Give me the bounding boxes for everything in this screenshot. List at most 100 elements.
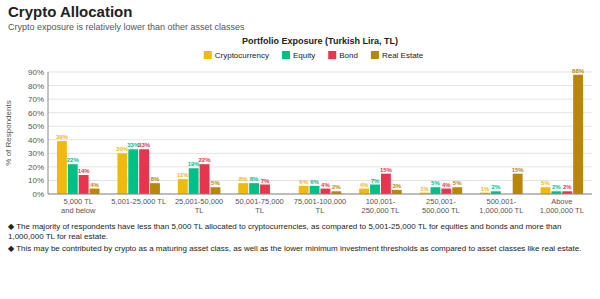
data-label: 4% — [90, 182, 99, 188]
data-label: 4% — [321, 182, 330, 188]
legend-swatch — [371, 51, 379, 59]
data-label: 4% — [442, 182, 451, 188]
data-label: 88% — [572, 68, 585, 74]
bar — [381, 174, 391, 194]
y-tick-label: 20% — [28, 163, 44, 172]
chart: Crypto Allocation Crypto exposure is rela… — [0, 0, 600, 299]
data-label: 3% — [392, 183, 401, 189]
legend-label: Real Estate — [382, 51, 424, 60]
legend-label: Cryptocurrency — [215, 51, 269, 60]
data-label: 8% — [151, 176, 160, 182]
x-tick-label: 500,001-1,000,000 TL — [479, 197, 523, 215]
data-label: 2% — [552, 184, 561, 190]
title: Crypto Allocation — [8, 3, 132, 20]
bar — [210, 187, 220, 194]
data-label: 2% — [492, 184, 501, 190]
grid-line — [48, 72, 592, 73]
x-tick-label: 100,001-250,000 TL — [362, 197, 400, 215]
data-label: 5% — [431, 180, 440, 186]
y-tick-label: 80% — [28, 82, 44, 91]
data-label: 5% — [541, 180, 550, 186]
y-axis: 0%10%20%30%40%50%60%70%80%90% — [28, 68, 592, 199]
bar — [178, 179, 188, 194]
bar — [79, 175, 89, 194]
bar — [573, 75, 583, 194]
x-tick-label: 250,001-500,000 TL — [422, 197, 460, 215]
bar — [128, 149, 138, 194]
data-label: 2% — [332, 184, 341, 190]
data-label: 5% — [211, 180, 220, 186]
grid-line — [48, 126, 592, 127]
y-tick-label: 0% — [32, 190, 44, 199]
bar — [321, 189, 331, 194]
y-tick-label: 50% — [28, 122, 44, 131]
bar — [452, 187, 462, 194]
bar — [392, 190, 402, 194]
bar — [260, 185, 270, 194]
data-label: 2% — [563, 184, 572, 190]
data-label: 7% — [371, 178, 380, 184]
bar — [68, 164, 78, 194]
grid-line — [48, 194, 592, 195]
chart-title: Portfolio Exposure (Turkish Lira, TL) — [242, 36, 398, 46]
bar — [117, 153, 127, 194]
bar — [310, 186, 320, 194]
legend-label: Equity — [293, 51, 315, 60]
bars — [57, 75, 583, 194]
note: ◆ The majority of respondents have less … — [8, 222, 561, 241]
bar — [90, 189, 100, 194]
bar — [370, 185, 380, 194]
bar — [513, 174, 523, 194]
data-label: 22% — [199, 157, 212, 163]
y-axis-line — [48, 72, 49, 194]
y-tick-label: 70% — [28, 95, 44, 104]
x-axis-line — [48, 194, 592, 195]
bar — [57, 141, 67, 194]
data-label: 22% — [67, 157, 80, 163]
y-tick-label: 10% — [28, 176, 44, 185]
bar — [441, 189, 451, 194]
bar — [249, 183, 259, 194]
data-label: 4% — [360, 182, 369, 188]
data-label: 1% — [481, 186, 490, 192]
data-label: 6% — [299, 179, 308, 185]
bar — [200, 164, 210, 194]
x-tick-label: 25,001-50,000TL — [175, 197, 223, 215]
data-label: 5% — [453, 180, 462, 186]
grid-line — [48, 99, 592, 100]
x-axis: 5,000 TLand below5,001-25,000 TL25,001-5… — [61, 197, 584, 215]
bar — [431, 187, 441, 194]
legend-swatch — [282, 51, 290, 59]
bar — [238, 183, 248, 194]
x-tick-label: 5,000 TLand below — [61, 197, 96, 215]
x-tick-label: Above1,000,000 TL — [540, 197, 584, 215]
data-label: 7% — [261, 178, 270, 184]
data-label: 39% — [56, 134, 69, 140]
bar — [139, 149, 149, 194]
x-tick-label: 75,001-100,000TL — [294, 197, 347, 215]
data-label: 8% — [250, 176, 259, 182]
bar — [359, 189, 369, 194]
bar — [150, 183, 160, 194]
note: ◆ This may be contributed by crypto as a… — [8, 244, 581, 253]
legend-label: Bond — [339, 51, 358, 60]
grid-line — [48, 112, 592, 113]
y-tick-label: 90% — [28, 68, 44, 77]
x-tick-label: 50,001-75,000TL — [235, 197, 283, 215]
data-label: 33% — [138, 142, 151, 148]
data-label: 15% — [512, 167, 525, 173]
legend-swatch — [204, 51, 212, 59]
data-label: 15% — [380, 167, 393, 173]
data-label: 14% — [78, 168, 91, 174]
y-tick-label: 60% — [28, 109, 44, 118]
y-axis-label: % of Respondents — [4, 100, 13, 165]
data-label: 1% — [420, 186, 429, 192]
grid-line — [48, 139, 592, 140]
bar — [541, 187, 551, 194]
grid-line — [48, 85, 592, 86]
data-label: 8% — [239, 176, 248, 182]
data-label: 6% — [310, 179, 319, 185]
subtitle: Crypto exposure is relatively lower than… — [8, 22, 245, 32]
legend-swatch — [328, 51, 336, 59]
legend: Cryptocurrency Equity Bond Real Estate — [204, 51, 424, 60]
